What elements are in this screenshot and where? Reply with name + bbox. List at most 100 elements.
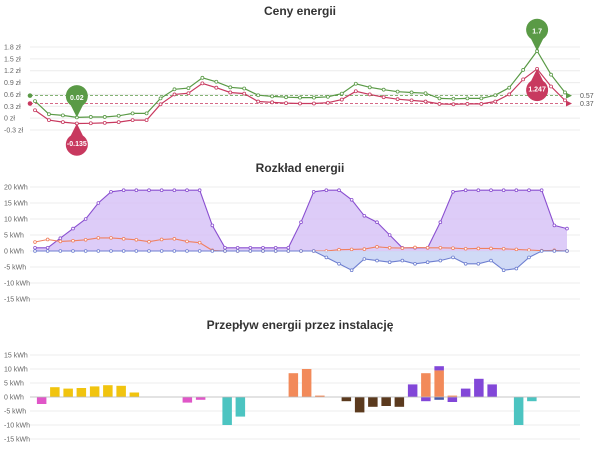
reference-line-arrow <box>566 92 572 99</box>
0-tick-label: -0.3 zł <box>4 128 24 135</box>
price-point <box>214 85 219 90</box>
price-point <box>242 91 247 96</box>
flow-bar-0 <box>89 386 100 397</box>
distribution-point <box>425 246 430 250</box>
flow-bar-0 <box>63 388 73 397</box>
flow-bar-2 <box>421 373 431 397</box>
price-point <box>493 93 498 98</box>
distribution-point <box>58 249 63 253</box>
1-tick-label: 5 kWh <box>4 233 24 240</box>
distribution-point <box>463 246 468 251</box>
price-point <box>563 98 567 103</box>
distribution-chart: Rozkład energii 20 kWh 15 kWh 10 kWh 5 kWh 0… <box>4 161 580 304</box>
distribution-point <box>147 239 151 244</box>
prices-title: Ceny energii <box>264 4 336 18</box>
distribution-point <box>197 188 202 193</box>
distribution-point <box>438 258 443 263</box>
distribution-point <box>476 261 481 266</box>
price-point <box>228 85 233 90</box>
distribution-point <box>451 246 455 250</box>
distribution-point <box>337 188 341 193</box>
flow-bar-3 <box>354 397 365 413</box>
flow-bar-4 <box>447 397 458 402</box>
price-point <box>214 79 219 84</box>
distribution-point <box>413 245 417 250</box>
price-point <box>479 102 484 106</box>
distribution-point <box>210 223 215 228</box>
price-point <box>381 87 386 92</box>
flow-bar-1 <box>36 397 47 404</box>
price-point <box>339 91 344 96</box>
price-point <box>325 100 330 105</box>
price-point <box>102 120 107 125</box>
price-point <box>47 112 51 117</box>
reference-line-marker <box>27 93 33 98</box>
distribution-point <box>565 249 569 253</box>
reference-line-label: 0.57 <box>580 93 594 100</box>
distribution-point <box>463 261 468 266</box>
distribution-point <box>501 188 506 193</box>
flow-bar-3 <box>394 397 405 407</box>
flow-bar-5 <box>513 397 524 425</box>
distribution-point <box>311 190 316 194</box>
distribution-point <box>476 246 481 251</box>
distribution-point <box>286 249 291 253</box>
distribution-point <box>438 246 443 250</box>
distribution-point <box>362 214 367 218</box>
price-point <box>33 108 37 113</box>
distribution-point <box>400 246 405 250</box>
flow-bar-1 <box>182 397 193 403</box>
price-point <box>298 95 302 100</box>
price-point <box>172 87 177 92</box>
price-point <box>298 101 302 106</box>
distribution-point <box>83 217 88 221</box>
price-annotation-marker <box>65 85 88 118</box>
flow-bar-4 <box>460 388 471 397</box>
flow-bar-0 <box>76 388 87 397</box>
distribution-point <box>425 260 430 265</box>
flow-bar-3 <box>368 397 378 407</box>
price-point <box>465 102 470 106</box>
price-point <box>102 115 107 119</box>
distribution-point <box>223 246 227 250</box>
price-point <box>158 96 163 101</box>
distribution-point <box>235 249 240 253</box>
price-point <box>395 89 400 94</box>
reference-line-label: 0.37 <box>580 101 594 108</box>
1-tick-label: 15 kWh <box>4 201 28 208</box>
price-point <box>242 86 247 91</box>
price-point <box>47 118 51 123</box>
distribution-point <box>476 188 481 193</box>
flow-bar-4 <box>421 397 431 402</box>
distribution-point <box>299 249 303 253</box>
distribution-point <box>58 239 63 244</box>
2-tick-label: 10 kWh <box>4 367 28 374</box>
distribution-point <box>197 249 202 253</box>
distribution-point <box>489 246 493 251</box>
flow-chart: Przepływ energii przez instalację 15 kWh… <box>4 318 580 444</box>
1-tick-label: 10 kWh <box>4 217 28 224</box>
distribution-point <box>248 249 253 253</box>
distribution-point <box>527 188 531 193</box>
price-point <box>465 96 470 101</box>
distribution-point <box>248 246 253 250</box>
2-tick-label: 0 kWh <box>4 395 24 402</box>
distribution-point <box>134 238 139 242</box>
distribution-point <box>273 246 278 250</box>
1-tick-label: -10 kWh <box>4 281 30 288</box>
flow-bar-2 <box>447 395 458 397</box>
flow-bar-3 <box>341 397 352 402</box>
price-point <box>284 101 288 106</box>
distribution-point <box>109 236 113 240</box>
flow-bar-5 <box>527 397 537 402</box>
distribution-point <box>273 249 278 253</box>
price-point <box>200 81 205 86</box>
price-point <box>172 92 177 97</box>
distribution-point <box>185 249 189 253</box>
flow-bar-2 <box>301 369 312 397</box>
distribution-point <box>223 249 227 253</box>
price-point <box>256 93 261 98</box>
flow-bar-0 <box>50 387 60 397</box>
0-tick-label: 0 zł <box>4 116 15 123</box>
0-tick-label: 1.5 zł <box>4 56 21 63</box>
